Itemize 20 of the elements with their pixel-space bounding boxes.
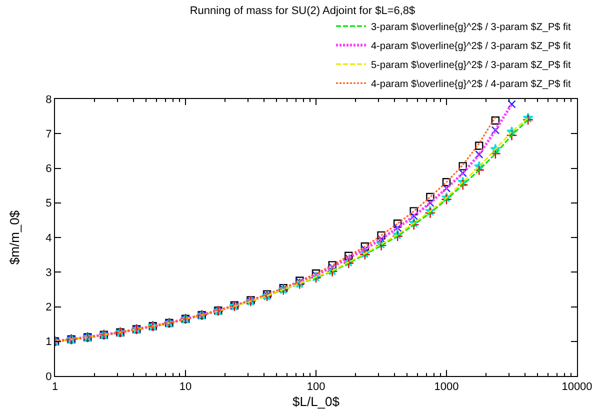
x-tick-label: 10	[179, 381, 192, 394]
y-tick-label: 5	[46, 198, 52, 210]
x-axis-title: $L/L_0$	[292, 394, 340, 409]
legend-label: 5-param $\overline{g}^2$ / 3-param $Z_P$ fit	[371, 60, 572, 72]
x-tick-label: 10000	[562, 381, 592, 394]
y-tick-label: 7	[46, 128, 52, 140]
x-tick-label: 1000	[434, 381, 459, 394]
y-tick-label: 3	[46, 266, 52, 279]
y-tick-label: 4	[46, 232, 52, 244]
y-tick-label: 1	[46, 336, 52, 348]
legend-label: 3-param $\overline{g}^2$ / 3-param $Z_P$ fit	[371, 22, 572, 34]
y-tick-label: 8	[46, 94, 52, 106]
y-tick-label: 6	[46, 163, 52, 176]
y-tick-label: 0	[46, 370, 52, 383]
legend-label: 4-param $\overline{g}^2$ / 3-param $Z_P$ fit	[371, 41, 572, 52]
x-tick-label: 100	[306, 381, 326, 394]
y-tick-label: 2	[46, 302, 52, 314]
legend-label: 4-param $\overline{g}^2$ / 4-param $Z_P$ fit	[371, 79, 572, 90]
y-axis-title: $m/m_0$	[7, 210, 22, 265]
chart-title: Running of mass for SU(2) Adjoint for $L=6,8$	[190, 4, 416, 17]
